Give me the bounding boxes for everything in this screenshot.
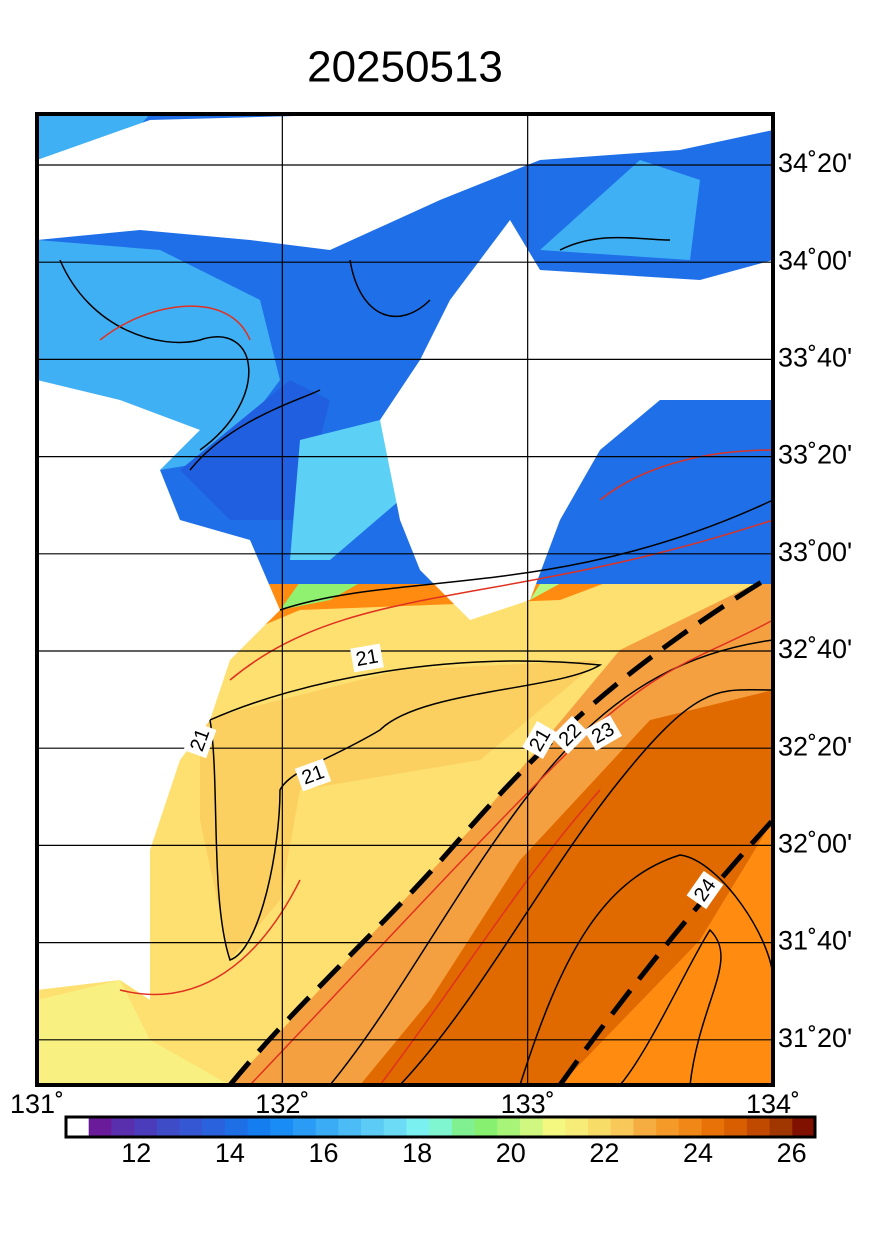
lon-label: 133˚ — [501, 1089, 555, 1119]
colorbar-swatch — [224, 1117, 249, 1137]
colorbar-tick-label: 12 — [121, 1138, 151, 1168]
colorbar-tick-label: 16 — [308, 1138, 338, 1168]
colorbar-swatch — [338, 1117, 362, 1137]
lat-label: 32˚20' — [778, 731, 852, 761]
lat-label: 34˚20' — [778, 148, 852, 178]
contour-label-text: 21 — [354, 646, 380, 672]
map-field — [37, 114, 773, 1085]
lat-label: 33˚00' — [778, 537, 852, 567]
colorbar-swatch — [202, 1117, 226, 1137]
colorbar-tick-label: 18 — [402, 1138, 432, 1168]
colorbar-tick-label: 20 — [496, 1138, 526, 1168]
colorbar-tick-label: 22 — [589, 1138, 619, 1168]
lat-label: 31˚20' — [778, 1023, 852, 1053]
map-frame — [35, 112, 775, 1087]
lat-label: 32˚00' — [778, 829, 852, 859]
lat-label: 33˚20' — [778, 440, 852, 470]
colorbar-swatch — [588, 1117, 612, 1137]
lat-label: 34˚00' — [778, 245, 852, 275]
colorbar-swatch — [383, 1117, 407, 1137]
colorbar-swatch — [179, 1117, 203, 1137]
graticule — [37, 114, 773, 1085]
contour-label: 21 — [350, 643, 384, 673]
colorbar-swatch — [361, 1117, 385, 1137]
colorbar-swatch — [66, 1117, 90, 1137]
colorbar-swatch — [610, 1117, 634, 1137]
colorbar-swatch — [678, 1117, 703, 1137]
colorbar-swatch — [565, 1117, 589, 1137]
colorbar: 12 14 16 18 20 22 24 26 — [64, 1115, 817, 1168]
colorbar-swatch — [88, 1117, 112, 1137]
colorbar-swatch — [519, 1117, 544, 1137]
colorbar-swatch — [247, 1117, 271, 1137]
colorbar-swatch — [746, 1117, 771, 1137]
colorbar-swatch — [156, 1117, 180, 1137]
title: 20250513 — [307, 43, 503, 92]
contour-label-box — [522, 721, 558, 759]
colorbar-swatch — [474, 1117, 498, 1137]
colorbar-tick-label: 26 — [777, 1138, 807, 1168]
contour-label: 21 — [294, 758, 332, 792]
colorbar-swatch — [111, 1117, 135, 1137]
lon-label: 131˚ — [10, 1089, 64, 1119]
colorbar-swatch — [292, 1117, 317, 1137]
colorbar-swatch — [429, 1117, 453, 1137]
contour-label-box — [686, 870, 724, 910]
colorbar-swatch — [270, 1117, 294, 1137]
colorbar-tick-label: 24 — [683, 1138, 713, 1168]
contour-label-box — [584, 715, 622, 751]
lon-label: 132˚ — [255, 1089, 309, 1119]
lat-label: 31˚40' — [778, 926, 852, 956]
colorbar-swatch — [315, 1117, 339, 1137]
colorbar-swatch — [542, 1117, 566, 1137]
contour-label-box — [550, 715, 590, 755]
contour-label-box — [294, 758, 332, 792]
colorbar-swatch — [134, 1117, 158, 1137]
lon-label: 134˚ — [746, 1089, 800, 1119]
colorbar-frame — [64, 1115, 817, 1139]
colorbar-swatch — [701, 1117, 725, 1137]
lat-label: 32˚40' — [778, 634, 852, 664]
colorbar-swatch — [497, 1117, 521, 1137]
contour-label-box — [350, 643, 384, 673]
colorbar-swatch — [769, 1117, 793, 1137]
contour-label-box — [183, 721, 217, 759]
colorbar-swatch — [724, 1117, 748, 1137]
colorbar-swatch — [656, 1117, 680, 1137]
colorbar-swatch — [451, 1117, 476, 1137]
colorbar-tick-label: 14 — [215, 1138, 245, 1168]
colorbar-swatch — [633, 1117, 657, 1137]
colorbar-swatch — [406, 1117, 430, 1137]
lat-label: 33˚40' — [778, 343, 852, 373]
colorbar-swatch — [792, 1117, 816, 1137]
